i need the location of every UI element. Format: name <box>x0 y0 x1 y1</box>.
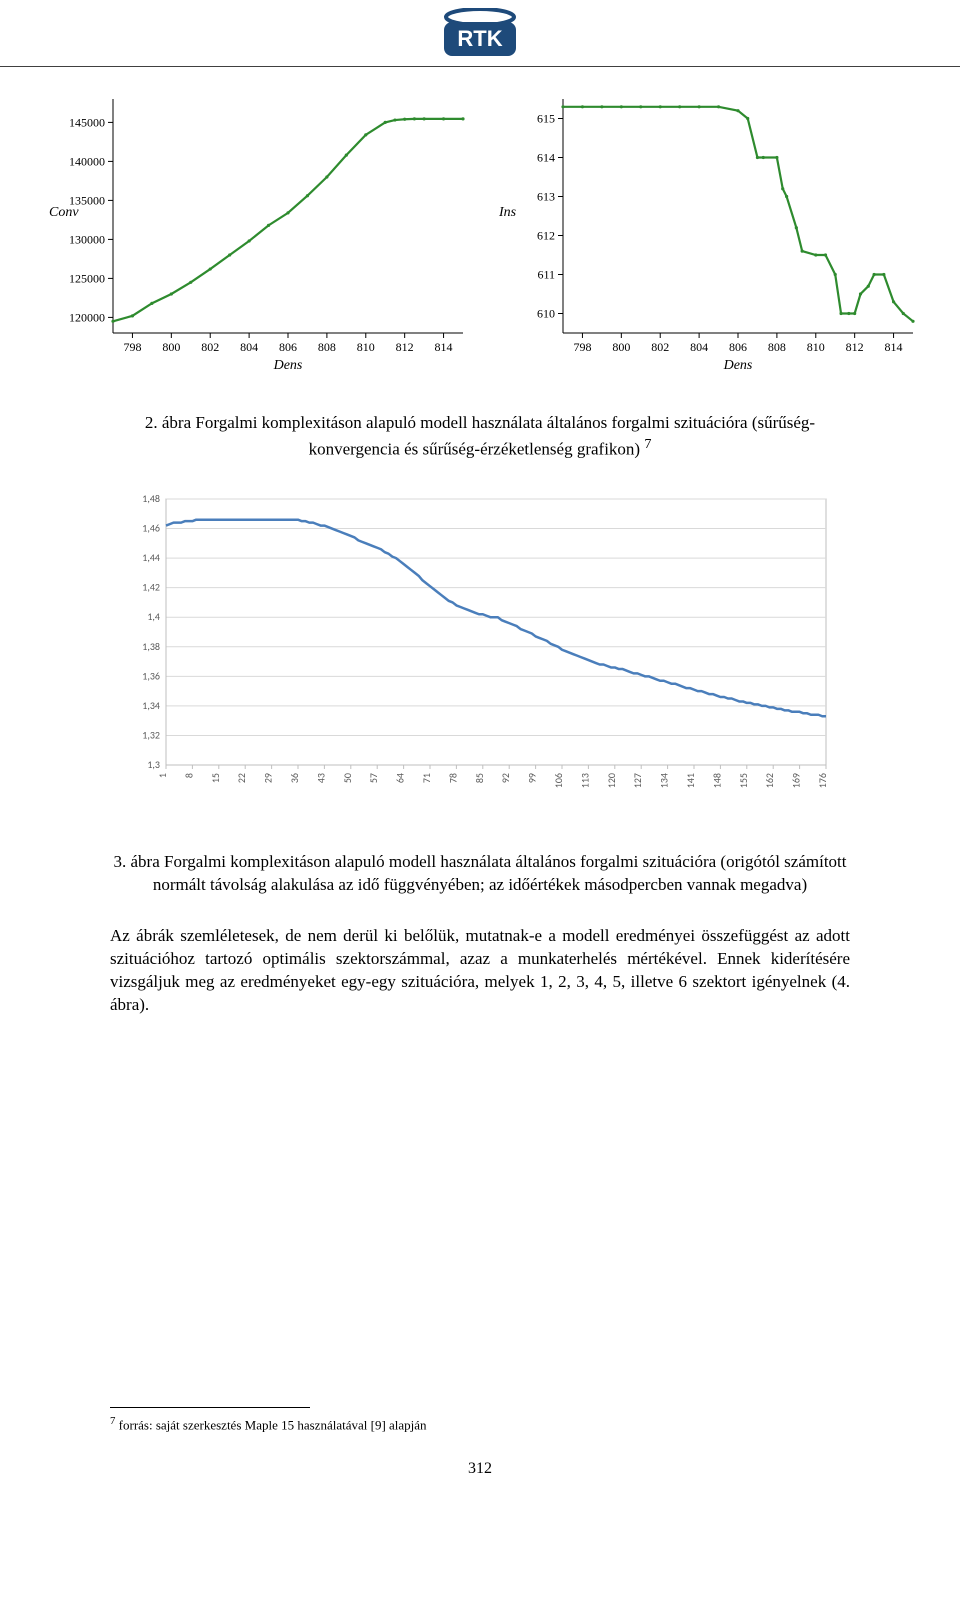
svg-text:92: 92 <box>499 773 512 783</box>
caption-text: 2. ábra Forgalmi komplexitáson alapuló m… <box>145 413 815 459</box>
svg-text:127: 127 <box>631 773 644 788</box>
page-number: 312 <box>0 1434 960 1500</box>
svg-text:155: 155 <box>737 773 750 788</box>
svg-text:802: 802 <box>201 340 219 354</box>
svg-text:806: 806 <box>729 340 747 354</box>
svg-text:Ins: Ins <box>498 205 517 220</box>
svg-text:800: 800 <box>612 340 630 354</box>
svg-text:162: 162 <box>763 773 776 788</box>
svg-text:800: 800 <box>162 340 180 354</box>
svg-text:148: 148 <box>710 773 723 788</box>
svg-text:71: 71 <box>420 773 433 783</box>
body-paragraph: Az ábrák szemléletesek, de nem derül ki … <box>0 919 960 1027</box>
svg-text:1,38: 1,38 <box>142 640 160 653</box>
svg-text:1,42: 1,42 <box>142 581 160 594</box>
svg-text:1,46: 1,46 <box>142 522 160 535</box>
svg-text:812: 812 <box>396 340 414 354</box>
svg-text:176: 176 <box>816 773 829 788</box>
caption-footnote-marker: 7 <box>644 436 651 452</box>
svg-text:614: 614 <box>537 151 555 165</box>
svg-text:141: 141 <box>684 773 697 788</box>
svg-text:Dens: Dens <box>723 358 753 373</box>
svg-text:615: 615 <box>537 112 555 126</box>
svg-text:808: 808 <box>318 340 336 354</box>
svg-text:125000: 125000 <box>69 271 105 285</box>
chart-normalized-distance: 1,3 1,32 1,34 1,36 1,38 1,4 1,42 1,44 1,46 1,48 1 8… <box>0 483 960 833</box>
svg-text:57: 57 <box>367 773 380 783</box>
svg-text:812: 812 <box>846 340 864 354</box>
svg-text:1,34: 1,34 <box>142 699 160 712</box>
svg-text:85: 85 <box>473 773 486 783</box>
svg-text:806: 806 <box>279 340 297 354</box>
svg-text:804: 804 <box>690 340 708 354</box>
svg-text:134: 134 <box>658 773 671 788</box>
footnote-7: 7 forrás: saját szerkesztés Maple 15 has… <box>0 1408 960 1434</box>
svg-text:1,3: 1,3 <box>147 758 160 771</box>
rtk-logo: RTK <box>434 8 526 60</box>
svg-text:804: 804 <box>240 340 258 354</box>
svg-text:814: 814 <box>885 340 903 354</box>
svg-text:50: 50 <box>341 773 354 783</box>
svg-text:808: 808 <box>768 340 786 354</box>
chart-ins-svg: 610 611 612 613 614 615 798 800 802 804 806 808 810 8… <box>485 87 925 377</box>
svg-text:130000: 130000 <box>69 232 105 246</box>
chart-mid-svg: 1,3 1,32 1,34 1,36 1,38 1,4 1,42 1,44 1,46 1,48 1 8… <box>120 489 840 809</box>
svg-text:22: 22 <box>235 773 248 783</box>
svg-text:8: 8 <box>182 773 195 778</box>
svg-text:78: 78 <box>446 773 459 783</box>
chart-conv-dens: 1200001250001300001350001400001450007988… <box>35 87 475 384</box>
svg-text:169: 169 <box>790 773 803 788</box>
svg-text:612: 612 <box>537 229 555 243</box>
svg-text:798: 798 <box>123 340 141 354</box>
svg-text:613: 613 <box>537 190 555 204</box>
svg-text:64: 64 <box>394 773 407 783</box>
svg-text:106: 106 <box>552 773 565 788</box>
svg-text:798: 798 <box>573 340 591 354</box>
svg-text:120000: 120000 <box>69 310 105 324</box>
svg-text:1,48: 1,48 <box>142 492 160 505</box>
chart-ins-dens: 610 611 612 613 614 615 798 800 802 804 806 808 810 8… <box>485 87 925 384</box>
svg-text:145000: 145000 <box>69 115 105 129</box>
svg-text:810: 810 <box>807 340 825 354</box>
svg-text:810: 810 <box>357 340 375 354</box>
svg-text:Conv: Conv <box>49 205 79 220</box>
svg-text:RTK: RTK <box>457 26 502 51</box>
paragraph-text: Az ábrák szemléletesek, de nem derül ki … <box>110 926 850 1014</box>
svg-text:Dens: Dens <box>273 358 303 373</box>
figure-3-caption: 3. ábra Forgalmi komplexitáson alapuló m… <box>0 833 960 919</box>
svg-text:1,32: 1,32 <box>142 729 160 742</box>
svg-text:814: 814 <box>435 340 453 354</box>
svg-text:120: 120 <box>605 773 618 788</box>
svg-text:43: 43 <box>314 773 327 783</box>
svg-text:99: 99 <box>526 773 539 783</box>
svg-text:29: 29 <box>262 773 275 783</box>
top-chart-row: 1200001250001300001350001400001450007988… <box>0 67 960 394</box>
svg-text:15: 15 <box>209 773 222 783</box>
svg-text:802: 802 <box>651 340 669 354</box>
caption-text: 3. ábra Forgalmi komplexitáson alapuló m… <box>113 852 846 894</box>
svg-text:611: 611 <box>537 268 555 282</box>
svg-text:610: 610 <box>537 307 555 321</box>
svg-text:1,4: 1,4 <box>147 611 160 624</box>
svg-text:113: 113 <box>578 773 591 788</box>
chart-conv-svg: 1200001250001300001350001400001450007988… <box>35 87 475 377</box>
svg-text:1,44: 1,44 <box>142 552 160 565</box>
svg-text:1: 1 <box>156 773 169 778</box>
svg-text:140000: 140000 <box>69 154 105 168</box>
figure-2-caption: 2. ábra Forgalmi komplexitáson alapuló m… <box>0 394 960 484</box>
footnote-text: forrás: saját szerkesztés Maple 15 haszn… <box>115 1417 426 1432</box>
page-header: RTK <box>0 0 960 67</box>
svg-text:1,36: 1,36 <box>142 670 160 683</box>
svg-text:36: 36 <box>288 773 301 783</box>
